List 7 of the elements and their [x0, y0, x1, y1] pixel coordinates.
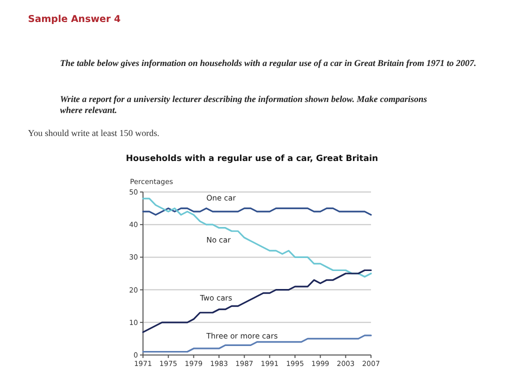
text: You should write at least 150 words. — [28, 128, 160, 138]
text: The table below gives information on households with a regular use of a car in Great Britain from 1971 to 2007. — [60, 57, 478, 70]
text: Write a report for a university lecturer describing the information shown below. Make comparisons where relevant. — [60, 94, 428, 116]
line-series — [142, 334, 372, 353]
text: Sample Answer 4 — [28, 14, 121, 25]
chart-title: Households with a regular use of a car, Great Britain — [126, 154, 378, 164]
line-series — [142, 269, 372, 333]
